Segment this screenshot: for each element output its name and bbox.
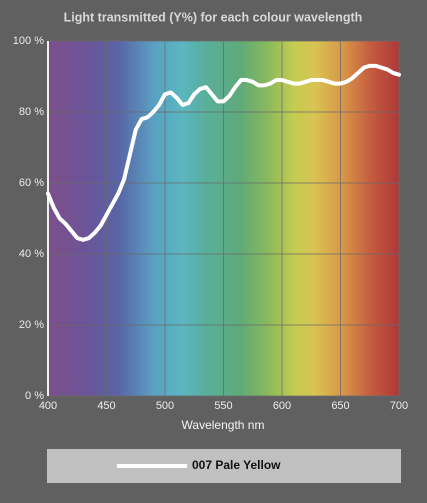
y-tick-label: 60 % <box>19 177 44 189</box>
x-tick-label: 650 <box>331 400 349 412</box>
x-tick-label: 700 <box>390 400 408 412</box>
y-tick-label: 40 % <box>19 248 44 260</box>
x-tick-label: 450 <box>97 400 115 412</box>
chart-title: Light transmitted (Y%) for each colour w… <box>64 10 363 24</box>
legend-label: 007 Pale Yellow <box>192 458 281 472</box>
grid <box>47 40 400 397</box>
x-tick-label: 400 <box>39 400 57 412</box>
y-tick-label: 80 % <box>19 106 44 118</box>
x-tick-label: 600 <box>273 400 291 412</box>
x-tick-label: 500 <box>156 400 174 412</box>
legend <box>47 449 401 483</box>
data-line <box>46 63 401 242</box>
y-tick-label: 0 % <box>25 390 44 402</box>
x-tick-label: 550 <box>214 400 232 412</box>
y-tick-label: 20 % <box>19 319 44 331</box>
x-axis-label: Wavelength nm <box>182 418 265 432</box>
y-tick-label: 100 % <box>13 35 44 47</box>
